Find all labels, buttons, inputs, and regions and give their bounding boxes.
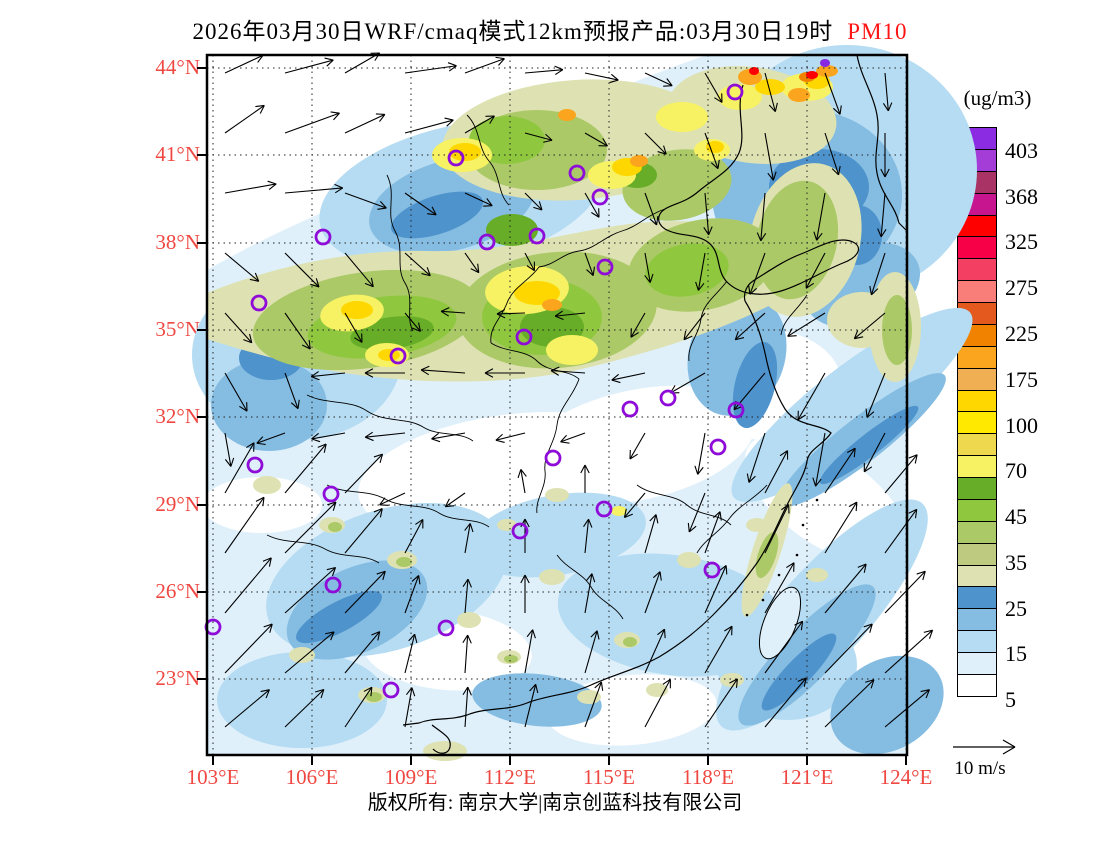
- colorbar-tick-label: 15: [1005, 641, 1027, 667]
- colorbar-tick-label: 275: [1005, 275, 1038, 301]
- station-marker: [250, 294, 268, 312]
- lon-tick-label: 124°E: [879, 765, 933, 789]
- lon-tick-label: 115°E: [583, 765, 635, 789]
- station-marker: [709, 438, 727, 456]
- station-marker: [324, 576, 342, 594]
- lat-tick-label: 23°N: [155, 666, 200, 690]
- colorbar-tick-label: 45: [1005, 504, 1027, 530]
- page-title: 2026年03月30日WRF/cmaq模式12km预报产品:03月30日19时 P…: [0, 12, 1100, 46]
- colorbar-cell: [957, 345, 997, 369]
- station-marker: [478, 233, 496, 251]
- colorbar-cell: [957, 280, 997, 303]
- station-marker: [595, 500, 613, 518]
- station-marker: [314, 228, 332, 246]
- colorbar-tick-label: 35: [1005, 549, 1027, 575]
- lon-tick-label: 118°E: [682, 765, 734, 789]
- lat-tick-label: 41°N: [155, 142, 200, 166]
- colorbar-tick-label: 325: [1005, 229, 1038, 255]
- colorbar-cell: [957, 258, 997, 282]
- colorbar-cell: [957, 411, 997, 435]
- lon-tick-label: 106°E: [285, 765, 339, 789]
- colorbar-tick-label: 175: [1005, 366, 1038, 392]
- colorbar-cell: [957, 367, 997, 391]
- station-marker: [528, 227, 546, 245]
- station-marker: [727, 401, 745, 419]
- station-marker: [703, 561, 721, 579]
- colorbar-cell: [957, 608, 997, 632]
- lon-tick-label: 109°E: [384, 765, 438, 789]
- colorbar-cell: [957, 673, 997, 697]
- colorbar-tick-label: 100: [1005, 412, 1038, 438]
- station-marker: [447, 149, 465, 167]
- lat-tick-label: 38°N: [155, 230, 200, 254]
- lat-tick-label: 35°N: [155, 317, 200, 341]
- station-marker: [389, 347, 407, 365]
- lon-tick-label: 103°E: [186, 765, 240, 789]
- lat-tick-label: 29°N: [155, 492, 200, 516]
- title-species: PM10: [847, 19, 908, 44]
- lat-tick-label: 44°N: [155, 55, 200, 79]
- map-plot: [192, 45, 977, 765]
- lon-tick-label: 121°E: [780, 765, 834, 789]
- station-marker: [726, 83, 744, 101]
- station-marker: [568, 164, 586, 182]
- copyright-text: 版权所有: 南京大学|南京创蓝科技有限公司: [367, 792, 743, 814]
- station-marker: [621, 400, 639, 418]
- colorbar-cell: [957, 520, 997, 544]
- colorbar-units: (ug/m3): [963, 86, 1032, 110]
- colorbar-tick-label: 5: [1005, 687, 1016, 713]
- colorbar-cell: [957, 652, 997, 675]
- colorbar-cell: [957, 498, 997, 522]
- colorbar-tick-label: 368: [1005, 183, 1038, 209]
- colorbar-cell: [957, 455, 997, 478]
- colorbar-cell: [957, 433, 997, 457]
- station-marker: [511, 522, 529, 540]
- colorbar-cell: [957, 236, 997, 260]
- colorbar-cell: [957, 586, 997, 610]
- lat-tick-label: 26°N: [155, 579, 200, 603]
- colorbar-cell: [957, 630, 997, 653]
- station-marker: [382, 681, 400, 699]
- lon-tick-label: 112°E: [484, 765, 536, 789]
- colorbar-cell: [957, 564, 997, 588]
- station-marker: [591, 188, 609, 206]
- colorbar-cell: [957, 477, 997, 500]
- station-marker: [437, 619, 455, 637]
- colorbar-tick-label: 403: [1005, 137, 1038, 163]
- station-marker: [659, 389, 677, 407]
- colorbar-tick-label: 225: [1005, 320, 1038, 346]
- station-marker: [322, 485, 340, 503]
- wind-reference-arrow: [953, 739, 1016, 755]
- station-marker: [544, 449, 562, 467]
- colorbar-tick-label: 25: [1005, 595, 1027, 621]
- station-marker: [515, 328, 533, 346]
- colorbar-cell: [957, 542, 997, 566]
- title-text: 2026年03月30日WRF/cmaq模式12km预报产品:03月30日19时: [192, 19, 834, 44]
- colorbar-cell: [957, 389, 997, 413]
- lat-tick-label: 32°N: [155, 404, 200, 428]
- station-marker: [246, 456, 264, 474]
- colorbar-tick-label: 70: [1005, 458, 1027, 484]
- station-marker: [596, 258, 614, 276]
- wind-reference-label: 10 m/s: [954, 758, 1006, 779]
